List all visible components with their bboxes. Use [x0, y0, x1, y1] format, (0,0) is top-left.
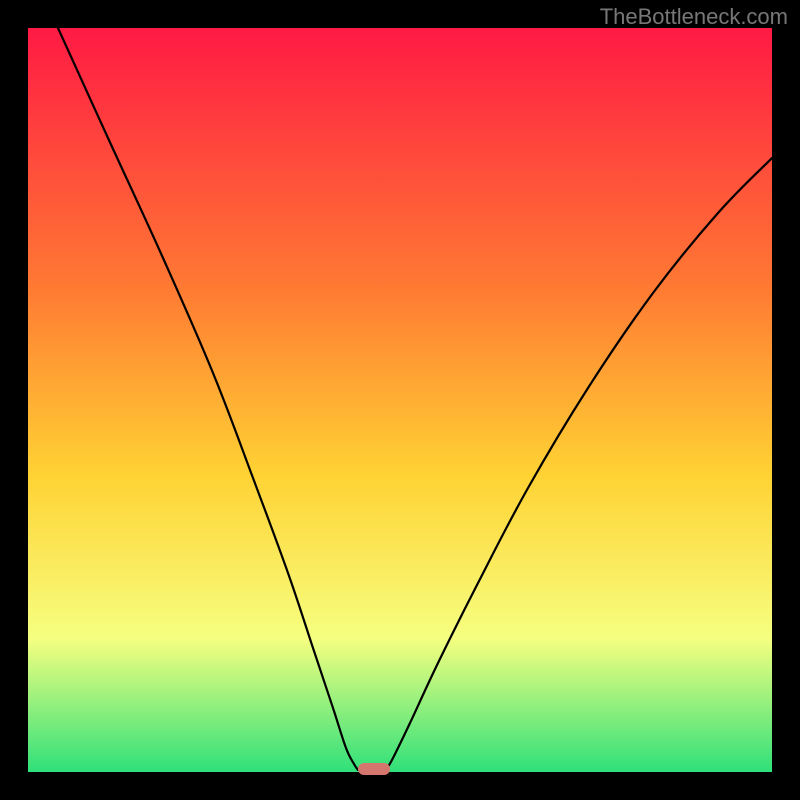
bottleneck-marker [358, 763, 390, 775]
curve-left-branch [58, 28, 358, 770]
watermark-text: TheBottleneck.com [600, 4, 788, 30]
plot-area [28, 28, 772, 772]
curve-right-branch [386, 158, 772, 770]
bottleneck-curve [28, 28, 772, 772]
